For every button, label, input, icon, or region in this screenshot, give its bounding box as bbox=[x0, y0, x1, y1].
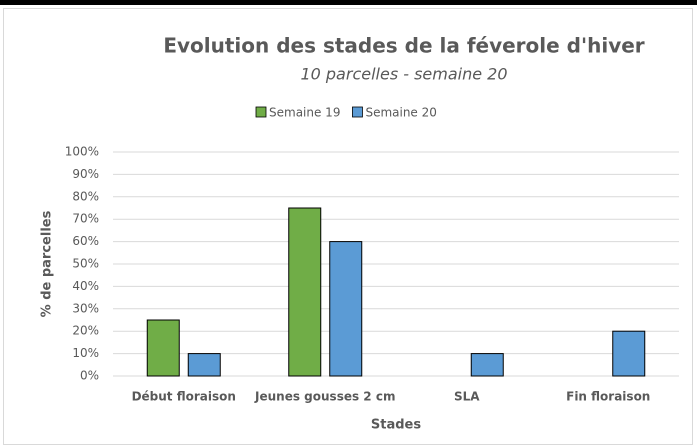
x-tick-label: Fin floraison bbox=[566, 390, 650, 404]
chart-title: Evolution des stades de la féverole d'hi… bbox=[163, 34, 644, 58]
legend-label: Semaine 19 bbox=[269, 106, 340, 120]
x-tick-label: Jeunes gousses 2 cm bbox=[254, 390, 395, 404]
chart-subtitle: 10 parcelles - semaine 20 bbox=[300, 65, 507, 84]
y-tick-label: 30% bbox=[72, 301, 99, 315]
legend-swatch bbox=[352, 106, 363, 118]
legend-swatch bbox=[255, 106, 267, 118]
legend-label: Semaine 20 bbox=[365, 106, 436, 120]
y-tick-label: 20% bbox=[72, 324, 99, 338]
y-tick-label: 90% bbox=[72, 167, 99, 181]
bar bbox=[329, 241, 363, 377]
x-tick-label: Début floraison bbox=[132, 390, 236, 404]
y-tick-label: 50% bbox=[72, 257, 99, 271]
y-tick-label: 70% bbox=[72, 212, 99, 226]
y-tick-label: 0% bbox=[80, 369, 99, 383]
y-axis-title: % de parcelles bbox=[40, 210, 55, 317]
bar bbox=[612, 330, 646, 377]
bar bbox=[187, 353, 221, 377]
y-tick-label: 100% bbox=[65, 145, 99, 159]
y-tick-label: 60% bbox=[72, 234, 99, 248]
bar bbox=[146, 319, 180, 377]
y-tick-label: 80% bbox=[72, 189, 99, 203]
x-axis-title: Stades bbox=[371, 418, 421, 433]
x-tick-label: SLA bbox=[454, 390, 480, 404]
bar bbox=[288, 207, 322, 377]
top-bar bbox=[0, 0, 697, 5]
y-tick-label: 40% bbox=[72, 279, 99, 293]
y-tick-label: 10% bbox=[72, 346, 99, 360]
bar bbox=[470, 353, 504, 377]
